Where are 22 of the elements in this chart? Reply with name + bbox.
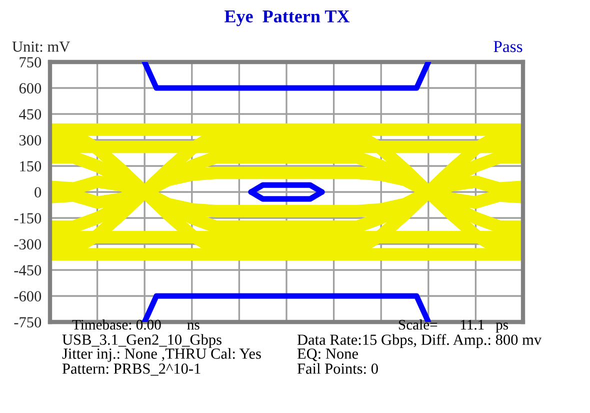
y-tick-label: 300 bbox=[19, 135, 42, 146]
y-tick-label: 150 bbox=[20, 161, 42, 172]
y-tick-label: -150 bbox=[14, 213, 42, 224]
y-axis-title: Unit: mV bbox=[12, 42, 70, 52]
text: Fail Points: 0 bbox=[297, 363, 378, 374]
annotation: Timebase: 0.00 ns bbox=[72, 319, 200, 330]
y-tick-label: -450 bbox=[14, 265, 42, 276]
y-tick-label: -750 bbox=[14, 317, 42, 328]
text: USB_3.1_Gen2_10_Gbps bbox=[62, 334, 222, 348]
text: EQ: None bbox=[297, 348, 358, 362]
y-tick-label: 0 bbox=[34, 187, 42, 198]
text: Pass bbox=[494, 41, 522, 52]
y-tick-label: 750 bbox=[20, 57, 42, 68]
y-tick-label: 600 bbox=[19, 83, 42, 94]
y-tick-label: -600 bbox=[14, 291, 42, 302]
text: Pattern: PRBS_2^10-1 bbox=[62, 364, 200, 376]
text: Jitter inj.: None ,THRU Cal: Yes bbox=[62, 348, 261, 362]
chart-title: Eye Pattern TX bbox=[224, 10, 350, 26]
annotation: Scale= 11.1 ps bbox=[398, 319, 508, 333]
text: Data Rate:15 Gbps, Diff. Amp.: 800 mv bbox=[297, 334, 542, 348]
y-tick-label: 450 bbox=[19, 109, 42, 120]
y-tick-label: -300 bbox=[14, 239, 42, 250]
